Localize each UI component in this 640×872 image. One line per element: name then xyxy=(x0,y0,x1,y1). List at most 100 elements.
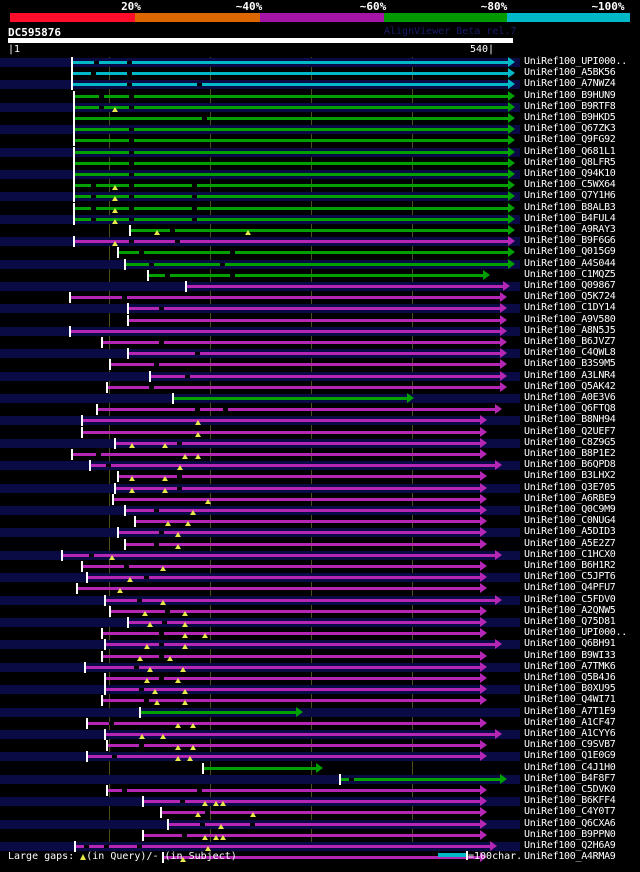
hit-label[interactable]: UniRef100_C1MQZ5 xyxy=(524,268,616,280)
hit-label[interactable]: UniRef100_B9WI33 xyxy=(524,649,616,661)
hit-label[interactable]: UniRef100_A5E2Z7 xyxy=(524,537,616,549)
hit-label[interactable]: UniRef100_Q5K724 xyxy=(524,291,616,303)
hit-row[interactable]: UniRef100_C4Y0T7 xyxy=(0,806,640,819)
hit-row[interactable]: UniRef100_B4FUL4 xyxy=(0,212,640,225)
hsp-bar[interactable] xyxy=(72,202,515,214)
hit-label[interactable]: UniRef100_Q09867 xyxy=(524,280,616,291)
hsp-bar[interactable] xyxy=(159,807,488,819)
hit-row[interactable]: UniRef100_A5DID3 xyxy=(0,526,640,539)
hsp-bar[interactable] xyxy=(141,796,488,808)
hit-row[interactable]: UniRef100_Q4WI71 xyxy=(0,694,640,707)
hit-label[interactable]: UniRef100_Q6BH91 xyxy=(524,638,616,650)
hit-row[interactable]: UniRef100_UPI000.. xyxy=(0,56,640,68)
hit-label[interactable]: UniRef100_Q67ZK3 xyxy=(524,123,616,135)
hit-row[interactable]: UniRef100_C5DVK0 xyxy=(0,784,640,796)
hit-label[interactable]: UniRef100_A5BK56 xyxy=(524,67,616,79)
hsp-bar[interactable] xyxy=(338,773,508,785)
hit-row[interactable]: UniRef100_B6H1R2 xyxy=(0,560,640,572)
hit-row[interactable]: UniRef100_C9SVB7 xyxy=(0,739,640,752)
hsp-bar[interactable] xyxy=(172,393,414,404)
hit-row[interactable]: UniRef100_Q6CXA6 xyxy=(0,817,640,830)
hsp-bar[interactable] xyxy=(126,617,488,628)
hit-row[interactable]: UniRef100_B9PPN0 xyxy=(0,828,640,841)
hit-row[interactable]: UniRef100_A8N5J5 xyxy=(0,325,640,337)
hit-label[interactable]: UniRef100_Q0C9M9 xyxy=(524,504,616,515)
hsp-bar[interactable] xyxy=(126,348,508,360)
hit-row[interactable]: UniRef100_Q4PFU7 xyxy=(0,582,640,595)
hsp-bar[interactable] xyxy=(101,650,488,662)
hsp-bar[interactable] xyxy=(109,359,508,371)
hit-label[interactable]: UniRef100_A2QNW5 xyxy=(524,604,616,616)
hit-row[interactable]: UniRef100_Q9FG92 xyxy=(0,134,640,147)
hit-label[interactable]: UniRef100_C1DY14 xyxy=(524,302,616,314)
hit-label[interactable]: UniRef100_Q015G9 xyxy=(524,246,616,258)
hit-row[interactable]: UniRef100_Q5AK42 xyxy=(0,381,640,393)
hit-label[interactable]: UniRef100_B9PPN0 xyxy=(524,828,616,840)
hsp-bar[interactable] xyxy=(103,729,503,740)
hit-label[interactable]: UniRef100_B8NH94 xyxy=(524,414,616,426)
hit-row[interactable]: UniRef100_A9RAY3 xyxy=(0,224,640,236)
hsp-bar[interactable] xyxy=(126,314,508,326)
hsp-bar[interactable] xyxy=(68,325,508,337)
hit-row[interactable]: UniRef100_B3LHX2 xyxy=(0,470,640,483)
hsp-bar[interactable] xyxy=(146,269,490,281)
hsp-bar[interactable] xyxy=(149,370,508,382)
hit-label[interactable]: UniRef100_A7T1E9 xyxy=(524,705,616,717)
hsp-bar[interactable] xyxy=(184,281,510,292)
hit-row[interactable]: UniRef100_A3LNR4 xyxy=(0,370,640,382)
hit-label[interactable]: UniRef100_A1CF47 xyxy=(524,716,616,728)
hsp-bar[interactable] xyxy=(72,135,515,147)
hit-label[interactable]: UniRef100_A0E3V6 xyxy=(524,392,616,403)
hit-label[interactable]: UniRef100_Q6FTQ8 xyxy=(524,403,616,415)
hit-label[interactable]: UniRef100_C1HCX0 xyxy=(524,548,616,560)
hit-label[interactable]: UniRef100_B9F6G6 xyxy=(524,235,616,247)
hit-label[interactable]: UniRef100_Q75D81 xyxy=(524,616,616,627)
hit-label[interactable]: UniRef100_C4Y0T7 xyxy=(524,806,616,818)
hit-label[interactable]: UniRef100_Q6CXA6 xyxy=(524,817,616,829)
hit-row[interactable]: UniRef100_B4F8F7 xyxy=(0,773,640,785)
hsp-bar[interactable] xyxy=(116,527,488,539)
hit-label[interactable]: UniRef100_C5FDV0 xyxy=(524,593,616,605)
hsp-bar[interactable] xyxy=(71,57,515,68)
hsp-bar[interactable] xyxy=(124,505,488,516)
hit-label[interactable]: UniRef100_A1CYY6 xyxy=(524,728,616,739)
hit-row[interactable]: UniRef100_B8ALB3 xyxy=(0,202,640,214)
hsp-bar[interactable] xyxy=(116,471,488,483)
hit-row[interactable]: UniRef100_C1MQZ5 xyxy=(0,268,640,281)
hit-row[interactable]: UniRef100_B9HUN9 xyxy=(0,89,640,102)
hit-row[interactable]: UniRef100_B9F6G6 xyxy=(0,235,640,248)
hit-label[interactable]: UniRef100_C8Z9G5 xyxy=(524,436,616,448)
hsp-bar[interactable] xyxy=(72,180,515,192)
hit-row[interactable]: UniRef100_Q5K724 xyxy=(0,291,640,304)
hit-label[interactable]: UniRef100_Q681L1 xyxy=(524,145,616,157)
hsp-bar[interactable] xyxy=(167,818,488,830)
hit-label[interactable]: UniRef100_B4FUL4 xyxy=(524,212,616,224)
hit-row[interactable]: UniRef100_B6KFF4 xyxy=(0,795,640,808)
hit-row[interactable]: UniRef100_C8Z9G5 xyxy=(0,436,640,449)
hit-label[interactable]: UniRef100_A7TMK6 xyxy=(524,660,616,672)
hsp-bar[interactable] xyxy=(72,124,515,136)
hit-label[interactable]: UniRef100_B9HUN9 xyxy=(524,89,616,101)
hit-row[interactable]: UniRef100_A1CYY6 xyxy=(0,728,640,740)
hsp-bar[interactable] xyxy=(86,717,488,729)
hsp-bar[interactable] xyxy=(96,404,503,416)
hsp-bar[interactable] xyxy=(61,549,503,561)
hit-label[interactable]: UniRef100_B6KFF4 xyxy=(524,795,616,807)
hit-row[interactable]: UniRef100_Q6BH91 xyxy=(0,638,640,651)
hit-row[interactable]: UniRef100_C5WX64 xyxy=(0,179,640,192)
hit-label[interactable]: UniRef100_B9HKD5 xyxy=(524,112,616,123)
hit-label[interactable]: UniRef100_Q4PFU7 xyxy=(524,582,616,594)
hit-row[interactable]: UniRef100_Q7Y1H6 xyxy=(0,190,640,203)
hit-label[interactable]: UniRef100_C5DVK0 xyxy=(524,784,616,795)
hit-row[interactable]: UniRef100_C4J1H0 xyxy=(0,762,640,774)
hit-label[interactable]: UniRef100_C5JPT6 xyxy=(524,571,616,583)
hit-row[interactable]: UniRef100_B6QPD8 xyxy=(0,459,640,472)
hit-row[interactable]: UniRef100_B9WI33 xyxy=(0,649,640,662)
hit-row[interactable]: UniRef100_Q2H6A9 xyxy=(0,840,640,852)
hit-row[interactable]: UniRef100_A1CF47 xyxy=(0,716,640,729)
hit-row[interactable]: UniRef100_B9HKD5 xyxy=(0,112,640,124)
hsp-bar[interactable] xyxy=(106,381,508,393)
hit-row[interactable]: UniRef100_Q09867 xyxy=(0,280,640,292)
hit-label[interactable]: UniRef100_C0NUG4 xyxy=(524,515,616,527)
hsp-bar[interactable] xyxy=(103,673,488,684)
